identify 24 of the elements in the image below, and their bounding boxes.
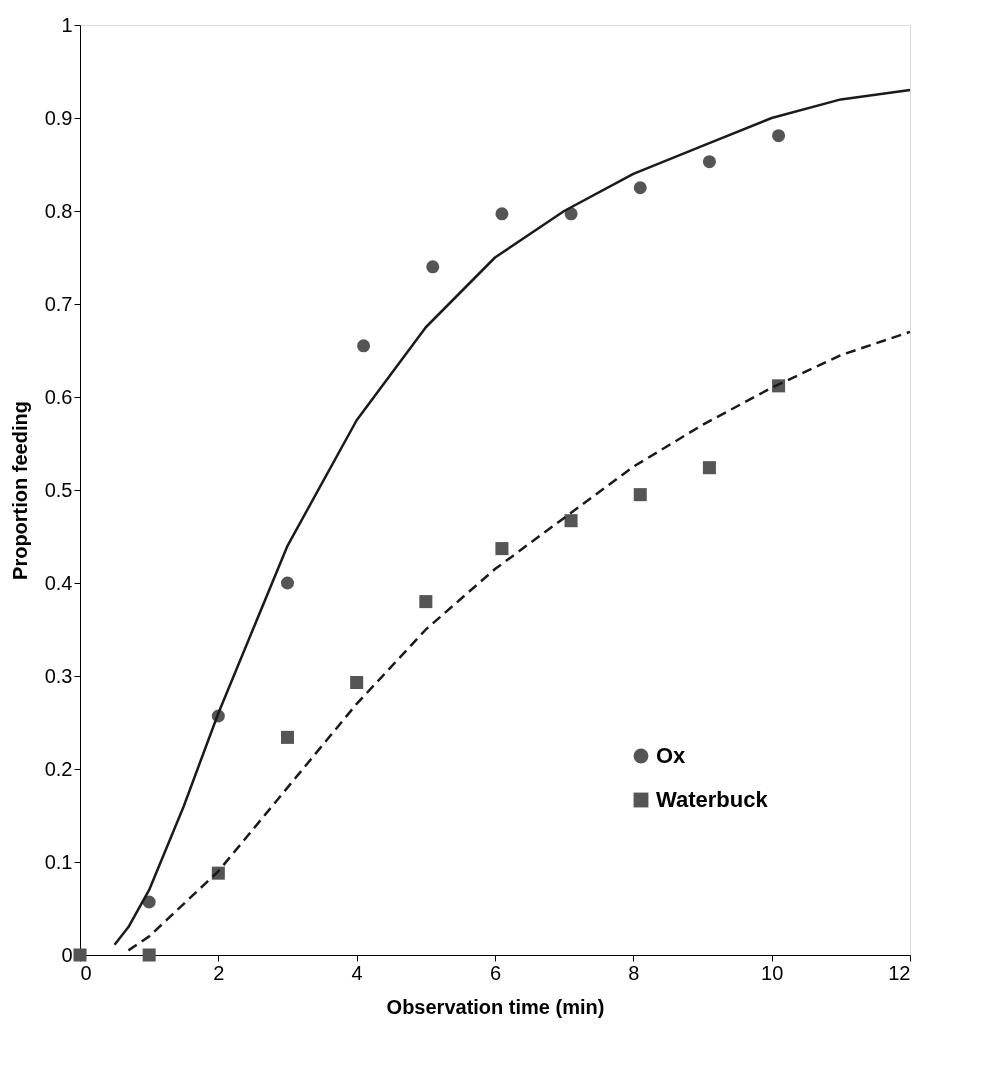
y-tick-label: 0.1 [44, 850, 73, 873]
x-tick-label: 0 [80, 961, 92, 984]
x-tick-label: 10 [761, 961, 784, 984]
x-tick-label: 6 [489, 961, 502, 984]
y-tick-label: 0.3 [44, 664, 73, 687]
x-tick-label: 12 [888, 961, 911, 984]
legend-label: Waterbuck [656, 787, 769, 812]
y-tick-label: 0.4 [44, 571, 73, 594]
y-tick-label: 0.9 [44, 106, 73, 129]
y-tick-label: 0.5 [44, 478, 73, 501]
y-axis-title: Proportion feeding [8, 401, 31, 580]
line-series [113, 88, 912, 947]
x-tick-label: 2 [213, 961, 225, 984]
y-tick-label: 1 [61, 13, 73, 36]
legend-label: Ox [656, 743, 687, 768]
x-tick-label: 8 [628, 961, 640, 984]
y-tick-label: 0.2 [44, 757, 73, 780]
line-series [127, 330, 912, 952]
x-tick-label: 4 [351, 961, 363, 984]
x-axis-title: Observation time (min) [386, 995, 605, 1018]
y-tick-label: 0.6 [44, 385, 73, 408]
y-tick-label: 0.8 [44, 199, 73, 222]
y-tick-label: 0.7 [44, 292, 73, 315]
y-tick-label: 0 [61, 943, 73, 966]
